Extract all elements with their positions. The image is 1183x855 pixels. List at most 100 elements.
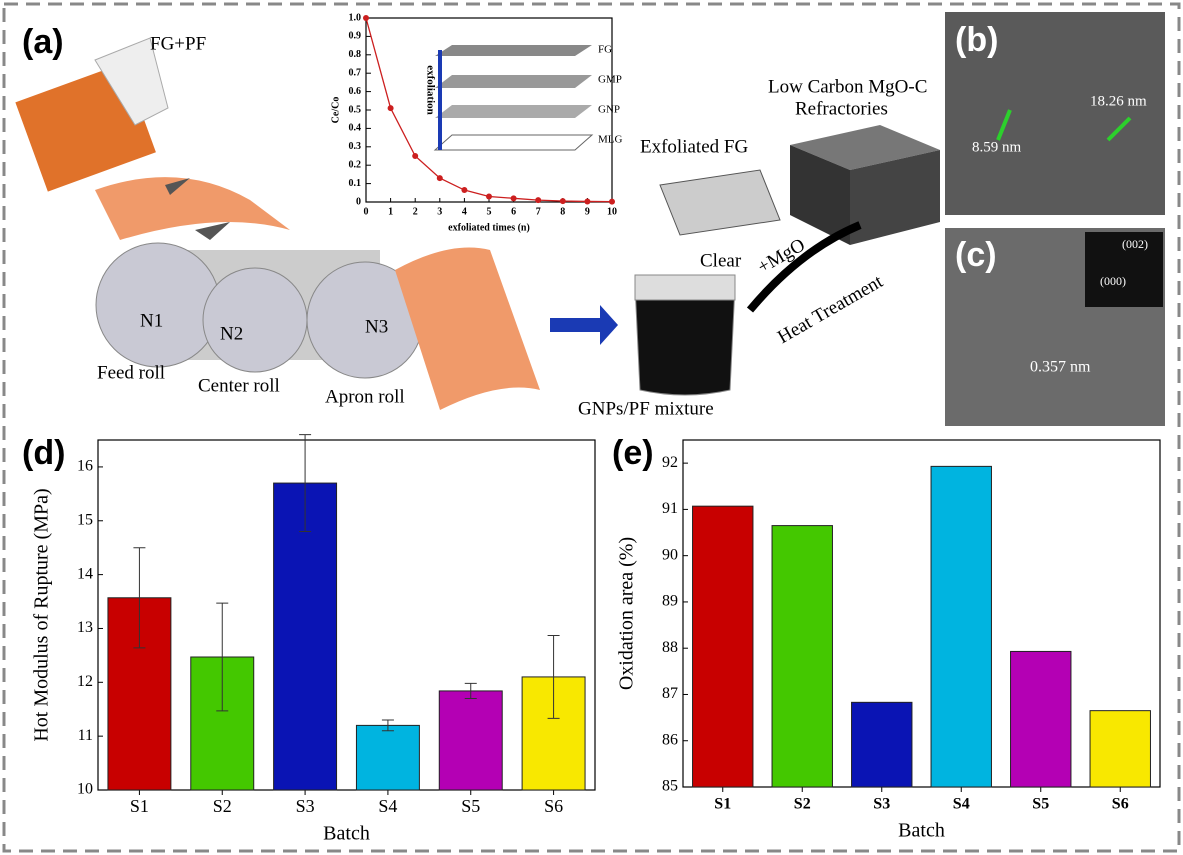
y-tick-label: 0	[356, 196, 361, 207]
label: GNPs/PF mixture	[578, 398, 714, 419]
x-tick-label: S3	[873, 796, 890, 813]
x-tick-label: 1	[388, 206, 393, 217]
x-tick-label: S5	[1032, 796, 1049, 813]
y-tick-label: 85	[662, 778, 678, 795]
plot-frame	[97, 439, 596, 791]
point	[535, 197, 542, 204]
label: N1	[140, 310, 163, 331]
y-tick-label: 0.6	[349, 86, 362, 97]
label: Heat Treatment	[774, 271, 887, 348]
label: (000)	[1100, 274, 1126, 288]
y-tick-label: 0.1	[349, 178, 362, 189]
x-tick-label: 0	[364, 206, 369, 217]
x-tick-label: 4	[462, 206, 467, 217]
label: exfoliation	[424, 65, 436, 115]
x-tick-label: 6	[511, 206, 516, 217]
label: MLG	[598, 134, 623, 146]
point	[363, 15, 369, 21]
x-axis-label: Batch	[898, 820, 945, 842]
y-tick-label: 0.3	[349, 141, 362, 152]
bar	[930, 465, 992, 788]
error-bar	[381, 719, 394, 732]
x-tick-label: 8	[560, 206, 565, 217]
error-bar	[133, 547, 146, 649]
bar	[851, 701, 913, 788]
error-bar	[464, 682, 477, 699]
point	[609, 198, 615, 205]
label: (002)	[1122, 237, 1148, 251]
error-bar	[299, 434, 312, 533]
label: GMP	[598, 74, 622, 86]
panel-label: (d)	[22, 434, 65, 472]
x-tick-label: S2	[213, 796, 232, 816]
x-tick-label: 2	[413, 206, 418, 217]
y-axis-label: Ce/Co	[330, 97, 341, 124]
label: Clear	[700, 250, 742, 271]
label: FG+PF	[150, 33, 206, 54]
y-tick-label: 1.0	[349, 12, 362, 23]
label: Center roll	[198, 375, 280, 396]
error-bar	[216, 602, 229, 712]
illustration	[15, 6, 1165, 426]
y-tick-label: 0.5	[349, 104, 362, 115]
bar	[273, 482, 338, 791]
point	[584, 198, 591, 205]
y-tick-label: 90	[662, 546, 678, 563]
y-tick-label: 89	[662, 593, 678, 610]
label: Feed roll	[97, 362, 165, 383]
bar	[1010, 650, 1072, 788]
label: Apron roll	[325, 386, 405, 407]
y-tick-label: 14	[77, 565, 93, 582]
x-axis-label: Batch	[323, 823, 370, 845]
panel-label: (a)	[22, 23, 64, 61]
y-tick-label: 92	[662, 454, 678, 471]
plot-frame	[682, 439, 1161, 788]
x-tick-label: S4	[953, 796, 970, 813]
y-axis-label: Hot Modulus of Rupture (MPa)	[31, 488, 53, 741]
x-tick-label: 9	[585, 206, 590, 217]
x-tick-label: S6	[1112, 796, 1129, 813]
bar	[771, 525, 833, 788]
bar	[1089, 710, 1151, 788]
label: 0.357 nm	[1030, 359, 1091, 376]
y-tick-label: 0.8	[349, 49, 362, 60]
y-tick-label: 88	[662, 639, 678, 656]
x-tick-label: S5	[461, 796, 480, 816]
panel-label: (e)	[612, 434, 654, 472]
x-tick-label: S1	[130, 796, 149, 816]
y-tick-label: 15	[77, 511, 93, 528]
y-tick-label: 0.7	[349, 67, 362, 78]
panel-label: (b)	[955, 21, 998, 59]
x-tick-label: S4	[378, 796, 397, 816]
x-tick-label: 5	[487, 206, 492, 217]
y-tick-label: 0.9	[349, 31, 362, 42]
bar	[355, 724, 420, 791]
point	[510, 195, 517, 202]
label: Exfoliated FG	[640, 136, 748, 157]
x-tick-label: 3	[437, 206, 442, 217]
y-tick-label: 16	[77, 458, 93, 475]
label: N2	[220, 323, 243, 344]
x-tick-label: S2	[794, 796, 811, 813]
y-tick-label: 10	[77, 781, 93, 798]
y-tick-label: 0.4	[349, 123, 362, 134]
point	[436, 175, 443, 182]
label: Low Carbon MgO-C	[768, 76, 927, 97]
y-tick-label: 13	[77, 619, 93, 636]
bar	[438, 690, 503, 791]
y-tick-label: 87	[662, 685, 678, 702]
panel-label: (c)	[955, 236, 997, 274]
y-tick-label: 86	[662, 731, 678, 748]
x-axis-label: exfoliated times (n)	[448, 222, 530, 233]
x-tick-label: S3	[296, 796, 315, 816]
label: N3	[365, 316, 388, 337]
label: GNP	[598, 104, 620, 116]
point	[412, 153, 419, 159]
y-tick-label: 11	[78, 727, 93, 744]
x-tick-label: 7	[536, 206, 541, 217]
point	[486, 193, 492, 200]
label: FG	[598, 44, 612, 56]
y-axis-label: Oxidation area (%)	[616, 537, 638, 690]
